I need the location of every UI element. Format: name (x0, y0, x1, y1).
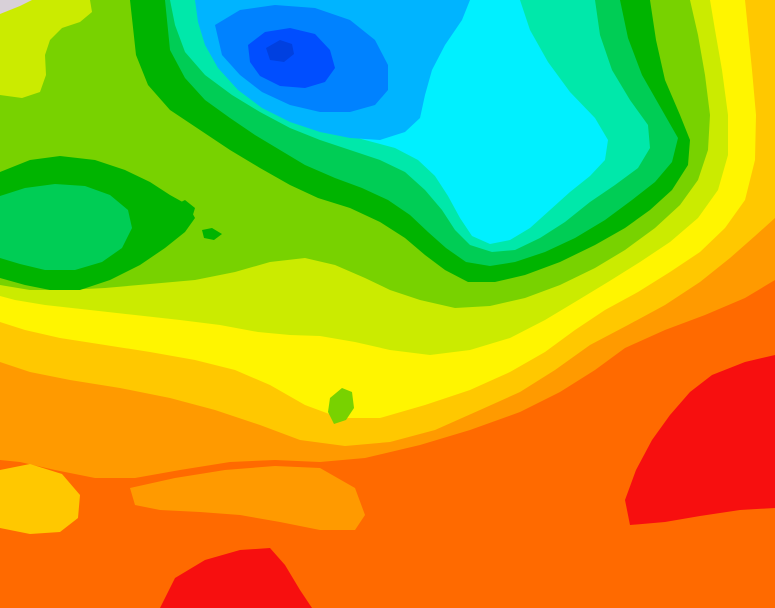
band-orange-lower (130, 466, 365, 530)
band-amber-left (0, 464, 80, 534)
band-red-right (625, 355, 775, 525)
band-deep-blue-core (266, 40, 294, 62)
band-deep-blue (248, 28, 335, 88)
band-green-speck-1 (175, 200, 195, 220)
band-lime-island (328, 388, 354, 424)
band-medium-green-left (0, 184, 132, 270)
band-red-bottom (160, 548, 312, 608)
band-green-speck-2 (202, 228, 222, 240)
band-yellow-green-corner (0, 0, 92, 98)
band-corner-grey (0, 0, 32, 14)
